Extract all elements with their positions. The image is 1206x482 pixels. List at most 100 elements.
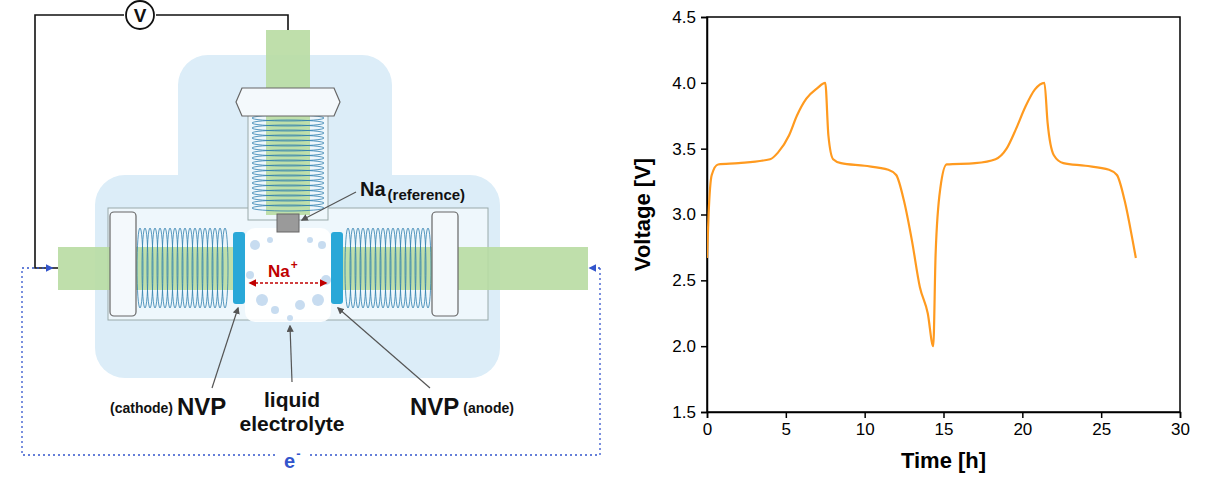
bubble [271,306,279,314]
tick-mark [1022,412,1024,418]
cell-diagram: VNa(reference)Na+(cathode)NVPliquidelect… [22,1,600,472]
bubble [287,315,293,321]
electron-label: e [284,450,295,472]
axis-line [708,413,1181,419]
coil [252,205,324,211]
tick: 1.5 [672,403,707,422]
pointer [212,308,238,388]
tick-mark [786,412,788,418]
nut [110,212,136,316]
coil [222,228,228,308]
reference-role: (reference) [388,186,466,203]
y-axis: 1.5 2.0 2.5 3.0 3.5 4.0 4.5 [672,8,707,422]
tick-mark [1180,412,1182,418]
bubble [307,237,313,243]
tick: 15 [935,412,954,439]
tick-label: 20 [1013,420,1032,439]
tick-label: 3.5 [672,140,696,159]
tick-mark [701,346,707,348]
tick-mark [701,214,707,216]
tick: 2.0 [672,337,707,356]
tick: 25 [1092,412,1111,439]
pointer [302,192,356,220]
tick-mark [701,280,707,282]
data-line [707,83,1136,346]
spring [252,115,324,211]
bubble [256,294,268,306]
canvas: VNa(reference)Na+(cathode)NVPliquidelect… [0,0,1206,482]
x-axis: 0 5 10 15 20 25 30 [703,412,1190,439]
ion-arrow [250,282,326,283]
electrode [331,232,343,304]
chart: 0 5 10 15 20 25 30 1.5 2.0 2.5 3.0 3.5 4.0 4.5 Time [h… [630,8,1190,473]
electrolyte [245,228,331,322]
tick-label: 15 [935,420,954,439]
nut [236,88,340,116]
tick-mark [701,412,707,414]
tick-mark [701,148,707,150]
cathode-role: (cathode) [110,400,173,416]
wire [156,15,288,30]
tick-label: 5 [782,420,791,439]
bubble [250,240,260,250]
tick: 3.0 [672,205,707,224]
bubble [312,294,324,306]
tick-label: 2.0 [672,337,696,356]
tick-label: 0 [703,420,712,439]
tick-label: 2.5 [672,271,696,290]
rod [340,247,588,290]
tick: 2.5 [672,271,707,290]
bubble [246,271,254,279]
reference-electrode [277,214,299,232]
ion-charge: + [291,258,298,272]
tick-label: 3.0 [672,205,696,224]
electrode [233,232,245,304]
tick-label: 25 [1092,420,1111,439]
tick: 4.5 [672,8,707,27]
electrolyte-label: electrolyte [239,412,344,435]
tick: 3.5 [672,140,707,159]
tick-mark [701,83,707,85]
anode-role: (anode) [463,400,514,416]
plot-frame [707,17,1180,412]
tick: 30 [1171,412,1190,439]
tick-label: 1.5 [672,403,696,422]
tick-label: 10 [856,420,875,439]
pointer [338,308,430,388]
tick: 5 [782,412,791,439]
nut [432,212,458,316]
voltmeter [126,1,154,29]
electron-charge: - [296,446,300,461]
spring [345,228,431,308]
electrolyte-label: liquid [264,388,320,411]
plot-area [707,83,1136,346]
tick-label: 4.0 [672,74,696,93]
bubble [267,237,273,243]
cathode-label: NVP [177,393,226,420]
bubble [318,241,326,249]
electron-path [300,268,600,455]
tick-mark [943,412,945,418]
bubble [295,300,305,310]
anode-label: NVP [410,393,459,420]
coil [425,228,431,308]
tick-mark [701,17,707,19]
tick: 20 [1013,412,1032,439]
tick-mark [1101,412,1103,418]
spring [137,228,228,308]
rod [266,30,310,215]
axis-line [701,18,708,413]
wire [35,15,124,268]
tick: 10 [856,412,875,439]
tick: 0 [703,412,712,439]
x-axis-title: Time [h] [901,448,986,473]
tick-label: 4.5 [672,8,696,27]
y-axis-title: Voltage [V] [630,158,655,271]
ion-label: Na [268,262,290,281]
tick: 4.0 [672,74,707,93]
tick-mark [864,412,866,418]
tick-label: 30 [1171,420,1190,439]
reference-label: Na [360,178,386,200]
voltmeter-label: V [134,5,147,26]
electron-path [590,267,600,268]
